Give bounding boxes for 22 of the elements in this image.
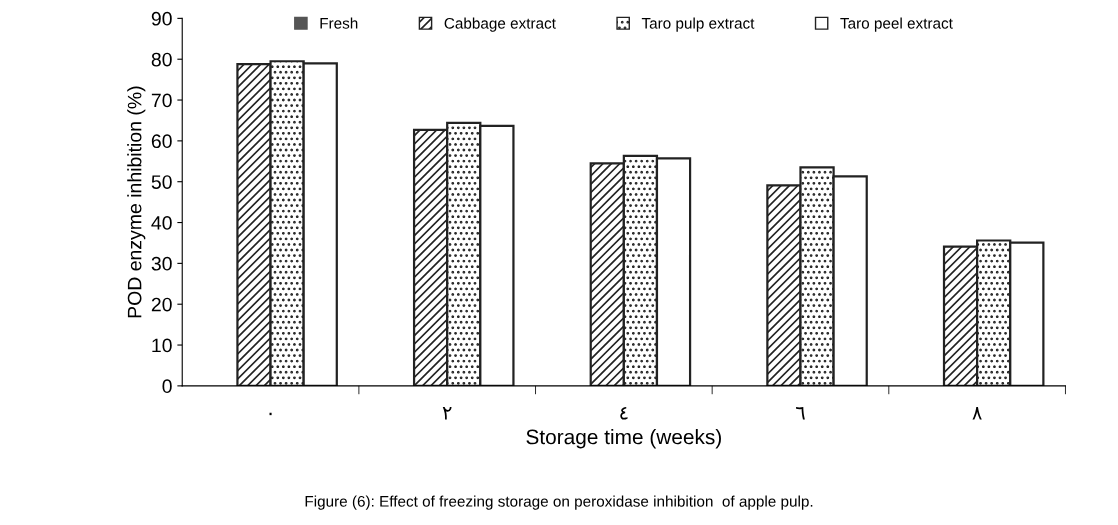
y-tick-label: 20 bbox=[151, 297, 172, 312]
x-axis-title: Storage time (weeks) bbox=[526, 429, 721, 449]
text: Figure (6): Effect of freezing storage on peroxidase inhibition of apple pulp. bbox=[305, 495, 813, 510]
x-tick-label: ٦ bbox=[796, 407, 805, 420]
legend-label: Taro peel extract bbox=[840, 17, 953, 32]
legend-label: Cabbage extract bbox=[444, 17, 556, 32]
x-tick-label: ٢ bbox=[442, 407, 452, 420]
y-tick-label: 70 bbox=[151, 93, 172, 108]
y-tick-label: 10 bbox=[152, 338, 172, 353]
y-tick-label: 0 bbox=[162, 379, 172, 394]
x-tick-label: ٨ bbox=[972, 407, 982, 420]
y-tick-label: 80 bbox=[151, 52, 172, 67]
y-tick-label: 90 bbox=[151, 11, 172, 26]
y-tick-label: 30 bbox=[151, 256, 172, 271]
y-axis-title: POD enzyme inhibition (%) bbox=[127, 86, 146, 318]
x-tick-label: ٠ bbox=[269, 412, 272, 416]
y-tick-label: 40 bbox=[151, 216, 172, 230]
y-tick-label: 60 bbox=[151, 134, 172, 149]
legend-label: Fresh bbox=[320, 17, 358, 29]
y-tick-label: 50 bbox=[151, 175, 172, 189]
x-tick-label: ٤ bbox=[620, 406, 628, 420]
legend-label: Taro pulp extract bbox=[641, 17, 755, 32]
